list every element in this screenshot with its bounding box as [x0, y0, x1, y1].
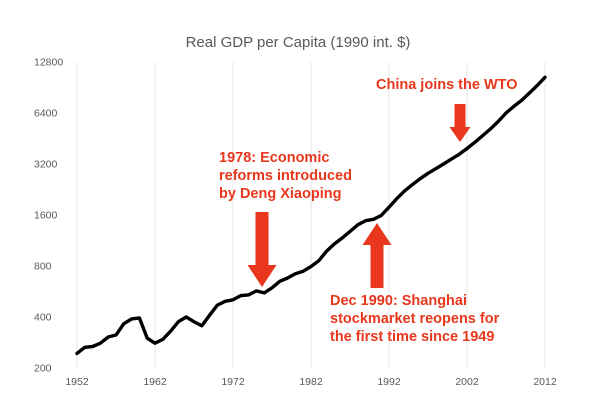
x-tick-label: 1962 — [143, 376, 167, 388]
annotation-line: by Deng Xiaoping — [219, 186, 341, 202]
annotation-line: China joins the WTO — [376, 77, 518, 93]
y-tick-label: 6400 — [34, 108, 58, 120]
annotation-line: 1978: Economic — [219, 150, 329, 166]
annotation-line: reforms introduced — [219, 168, 352, 184]
annotations-layer: China joins the WTO 1978: Economic reforms… — [219, 77, 518, 345]
annotation-line: the first time since 1949 — [330, 329, 494, 345]
y-tick-label: 12800 — [34, 57, 63, 69]
y-tick-label: 1600 — [34, 210, 58, 222]
x-tick-label: 1992 — [377, 376, 401, 388]
annotation-text: China joins the WTO — [376, 77, 518, 93]
x-tick-label: 1982 — [299, 376, 323, 388]
y-tick-label: 800 — [34, 261, 52, 273]
annotation-text: 1978: Economic reforms introduced by Deng … — [219, 150, 352, 202]
annotation-arrow — [247, 212, 277, 287]
series-layer — [75, 75, 547, 356]
gdp-series-line — [75, 75, 547, 356]
annotation-arrow — [362, 223, 392, 288]
annotation-line: Dec 1990: Shanghai — [330, 293, 467, 309]
chart-grid — [76, 62, 546, 368]
annotation-arrow — [449, 104, 471, 142]
y-axis-tick-labels: 200 400 800 1600 3200 6400 12800 — [34, 57, 63, 375]
chart-title: Real GDP per Capita (1990 int. $) — [186, 34, 411, 51]
annotation-text: Dec 1990: Shanghai stockmarket reopens fo… — [330, 293, 500, 345]
x-axis-tick-labels: 1952 1962 1972 1982 1992 2002 2012 — [65, 376, 557, 388]
annotation-line: stockmarket reopens for — [330, 311, 500, 327]
y-tick-label: 200 — [34, 363, 52, 375]
y-tick-label: 3200 — [34, 159, 58, 171]
y-tick-label: 400 — [34, 312, 52, 324]
x-tick-label: 1972 — [221, 376, 245, 388]
x-tick-label: 1952 — [65, 376, 89, 388]
x-tick-label: 2012 — [533, 376, 557, 388]
x-tick-label: 2002 — [455, 376, 479, 388]
